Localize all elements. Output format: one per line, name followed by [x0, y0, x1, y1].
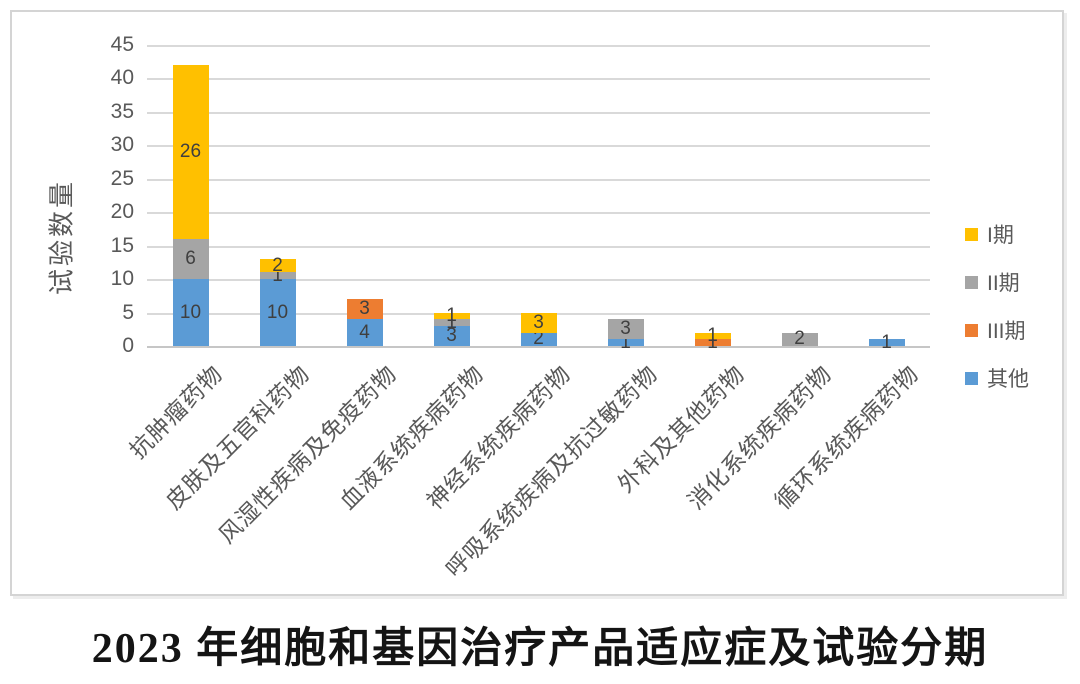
bar-group: 1012 — [259, 45, 296, 346]
bar-segment — [172, 65, 209, 239]
bar-group: 43 — [346, 45, 383, 346]
legend-swatch-icon — [965, 371, 978, 385]
bar-segment — [607, 319, 644, 340]
legend-swatch-icon — [965, 323, 978, 337]
bar-segment — [172, 279, 209, 346]
gridline — [147, 245, 930, 248]
gridline — [147, 145, 930, 148]
gridline — [147, 45, 930, 47]
bar-segment — [868, 339, 905, 346]
plot-area: 10626 1012 43 311 23131121 — [147, 45, 930, 352]
x-axis-labels: 抗肿瘤药物 皮肤及五官科药物 风湿性疾病及免疫药物 血液系统疾病药物 神经系统疾病药物呼… — [12, 12, 1062, 594]
bar-segment — [259, 272, 296, 280]
legend: I期 II期 III期其他 — [965, 210, 1029, 402]
bar-group: 10626 — [172, 45, 209, 346]
gridline — [147, 111, 930, 114]
bar-group: 13 — [607, 45, 644, 352]
legend-swatch-icon — [965, 275, 978, 289]
bar-group: 11 — [694, 45, 731, 352]
gridline — [147, 78, 930, 81]
bar-segment — [172, 239, 209, 280]
bar-segment — [520, 312, 557, 333]
legend-item: II期 — [965, 258, 1029, 306]
legend-item: 其他 — [965, 354, 1029, 402]
bar-segment — [433, 312, 470, 320]
bar-segment — [433, 319, 470, 326]
legend-item: III期 — [965, 306, 1029, 354]
bar-segment — [346, 319, 383, 346]
legend-label: III期 — [987, 320, 1026, 343]
bar-segment — [433, 325, 470, 346]
bar-group: 1 — [868, 45, 905, 352]
bar-group: 2 — [781, 45, 818, 348]
gridline — [147, 279, 930, 282]
legend-item: I期 — [965, 210, 1029, 258]
bar-segment — [694, 339, 731, 346]
gridline — [147, 178, 930, 181]
bar-segment — [694, 332, 731, 340]
legend-label: 其他 — [987, 368, 1029, 391]
legend-swatch-icon — [965, 227, 978, 241]
bar-segment — [781, 332, 818, 346]
bar-segment — [259, 259, 296, 273]
legend-label: II期 — [987, 272, 1020, 295]
bar-segment — [520, 332, 557, 346]
bar-group: 311 — [433, 45, 470, 346]
bar-segment — [607, 339, 644, 346]
gridline — [147, 346, 930, 348]
bar-group: 23 — [520, 45, 557, 348]
gridline — [147, 212, 930, 215]
bar-segment — [259, 279, 296, 346]
bar-segment — [346, 299, 383, 320]
legend-label: I期 — [987, 224, 1014, 247]
chart-caption: 2023 年细胞和基因治疗产品适应症及试验分期 — [91, 626, 989, 672]
